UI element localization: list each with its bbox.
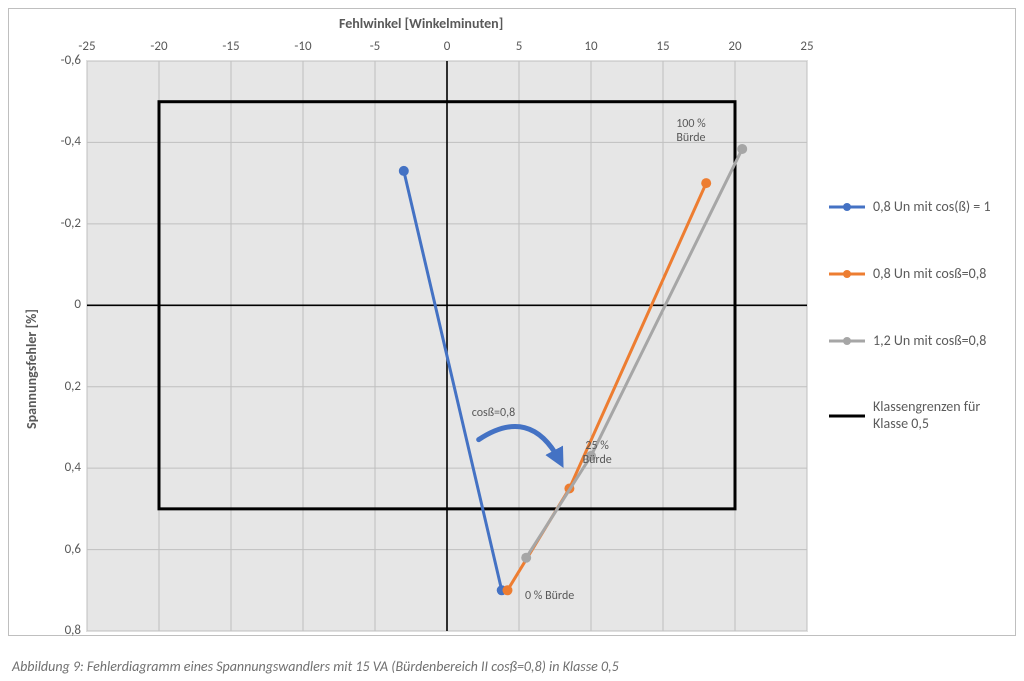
legend-label: Klassengrenzen für Klasse 0,5 [873,399,1015,433]
plot-area [9,9,809,633]
figure-container: Fehlwinkel [Winkelminuten] Spannungsfehl… [0,0,1024,681]
x-tick-label: 20 [723,39,747,54]
figure-caption: Abbildung 9: Fehlerdiagramm eines Spannu… [12,658,619,675]
x-tick-label: -10 [291,39,315,54]
x-tick-label: -5 [363,39,387,54]
x-tick-label: -20 [147,39,171,54]
legend-item: 0,8 Un mit cos(ß) = 1 [829,199,1015,216]
x-tick-label: 0 [435,39,459,54]
legend-item: 0,8 Un mit cosß=0,8 [829,266,1015,283]
chart-annotation: 0 % Bürde [525,590,574,604]
x-tick-label: 10 [579,39,603,54]
x-tick-label: -15 [219,39,243,54]
y-tick-label: 0,2 [45,379,81,394]
legend-item: Klassengrenzen für Klasse 0,5 [829,399,1015,433]
y-tick-label: -0,2 [45,216,81,231]
legend-item: 1,2 Un mit cosß=0,8 [829,333,1015,350]
legend: 0,8 Un mit cos(ß) = 1 0,8 Un mit cosß=0,8… [829,199,1015,483]
chart-frame: Fehlwinkel [Winkelminuten] Spannungsfehl… [8,8,1016,636]
chart-annotation: 25 %Bürde [583,440,612,468]
legend-label: 1,2 Un mit cosß=0,8 [873,333,986,350]
chart-annotation: cosß=0,8 [472,407,515,421]
y-tick-label: -0,6 [45,53,81,68]
x-tick-label: 5 [507,39,531,54]
x-tick-label: 15 [651,39,675,54]
y-tick-label: 0,6 [45,542,81,557]
y-tick-label: 0,8 [45,623,81,638]
x-tick-label: -25 [75,39,99,54]
legend-label: 0,8 Un mit cosß=0,8 [873,266,986,283]
y-tick-label: 0,4 [45,460,81,475]
chart-annotation: 100 %Bürde [676,118,706,146]
y-tick-label: -0,4 [45,134,81,149]
y-tick-label: 0 [45,297,81,312]
x-tick-label: 25 [795,39,819,54]
legend-label: 0,8 Un mit cos(ß) = 1 [873,199,991,216]
